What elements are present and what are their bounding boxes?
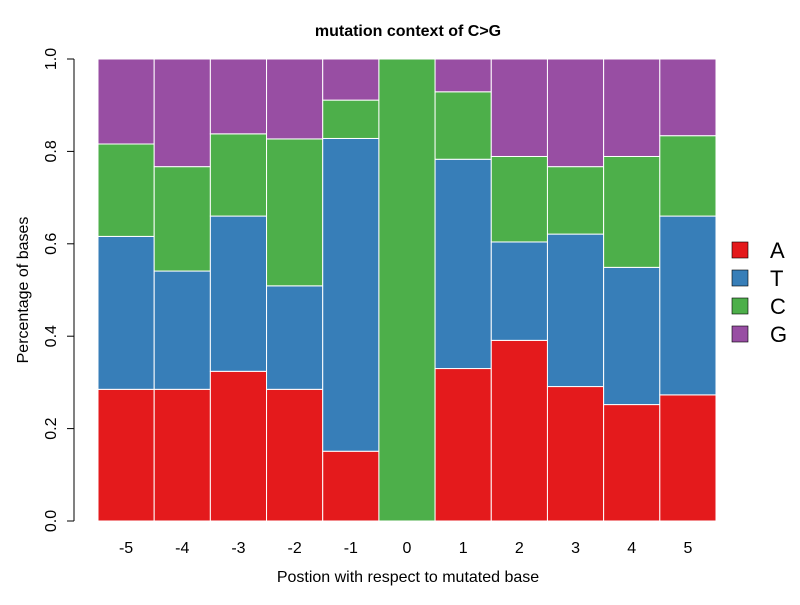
- bar-segment-C-5: [659, 135, 717, 217]
- x-tick-label: 3: [571, 540, 580, 557]
- x-tick-label: 1: [459, 540, 468, 557]
- bars-group: [97, 58, 717, 522]
- bar-segment-G--5: [97, 58, 155, 145]
- y-tick-label: 0.6: [43, 233, 60, 255]
- bar-segment-C--3: [209, 133, 268, 217]
- bar-segment-A-2: [490, 339, 548, 522]
- bar-segment-A-4: [603, 404, 661, 522]
- bar-segment-T-3: [546, 233, 605, 388]
- bar-segment-A-3: [546, 386, 605, 522]
- legend-swatch-G: [731, 325, 749, 343]
- bar-segment-A--4: [153, 388, 211, 522]
- y-tick-label: 0.2: [43, 417, 60, 439]
- bar-segment-G-2: [490, 58, 548, 157]
- x-tick-label: 5: [683, 540, 692, 557]
- bar-segment-T--3: [209, 215, 268, 372]
- y-tick-label: 0.8: [43, 140, 60, 162]
- legend-swatch-T: [731, 269, 749, 287]
- bar-segment-C--1: [322, 99, 380, 139]
- bar-segment-C-4: [603, 155, 661, 268]
- bar-segment-A-1: [434, 368, 492, 522]
- bar-segment-G-3: [546, 58, 605, 168]
- bar-segment-C-0: [378, 58, 436, 522]
- bar-segment-C--2: [266, 138, 324, 287]
- bar-segment-T--5: [97, 235, 155, 390]
- y-tick-label: 0.4: [43, 325, 60, 347]
- bar-segment-G--2: [266, 58, 324, 140]
- bar-segment-T-4: [603, 266, 661, 406]
- legend-label-G: G: [770, 322, 787, 347]
- bar-segment-T-5: [659, 215, 717, 396]
- legend-label-C: C: [770, 294, 786, 319]
- bar-segment-A--1: [322, 450, 380, 522]
- x-tick-label: -5: [119, 540, 133, 557]
- bar-segment-C-2: [490, 155, 548, 243]
- bar-segment-A--3: [209, 370, 268, 522]
- bar-segment-G-4: [603, 58, 661, 157]
- y-axis: 0.0 0.2 0.4 0.6 0.8 1.0: [43, 48, 75, 532]
- bar-segment-C--5: [97, 143, 155, 237]
- bar-segment-T--4: [153, 270, 211, 390]
- chart-title: mutation context of C>G: [315, 23, 501, 40]
- legend-swatch-A: [731, 241, 749, 259]
- x-tick-label: -3: [231, 540, 245, 557]
- y-axis-label: Percentage of bases: [15, 217, 32, 364]
- bar-segment-G-5: [659, 58, 717, 137]
- x-tick-labels: -5 -4 -3 -2 -1 0 1 2 3 4 5: [119, 540, 692, 557]
- bar-segment-A--5: [97, 388, 155, 522]
- x-tick-label: -1: [344, 540, 358, 557]
- bar-segment-A-5: [659, 394, 717, 522]
- y-tick-label: 0.0: [43, 510, 60, 532]
- bar-segment-A--2: [266, 388, 324, 522]
- bar-segment-G--1: [322, 58, 380, 101]
- bar-segment-T-1: [434, 158, 492, 370]
- x-tick-label: -2: [288, 540, 302, 557]
- y-tick-label: 1.0: [43, 48, 60, 70]
- legend-swatch-C: [731, 297, 749, 315]
- bar-segment-G--3: [209, 58, 268, 135]
- x-tick-label: 2: [515, 540, 524, 557]
- bar-segment-T-2: [490, 241, 548, 341]
- bar-segment-C-1: [434, 91, 492, 160]
- bar-segment-C-3: [546, 166, 605, 235]
- bar-segment-G--4: [153, 58, 211, 168]
- bar-segment-C--4: [153, 166, 211, 272]
- legend-label-T: T: [770, 266, 783, 291]
- bar-segment-T--1: [322, 137, 380, 452]
- legend-label-A: A: [770, 238, 785, 263]
- bar-segment-G-1: [434, 58, 492, 93]
- x-axis-label: Postion with respect to mutated base: [277, 569, 539, 586]
- bar-segment-T--2: [266, 285, 324, 390]
- x-tick-label: -4: [175, 540, 189, 557]
- x-tick-label: 4: [627, 540, 636, 557]
- x-tick-label: 0: [403, 540, 412, 557]
